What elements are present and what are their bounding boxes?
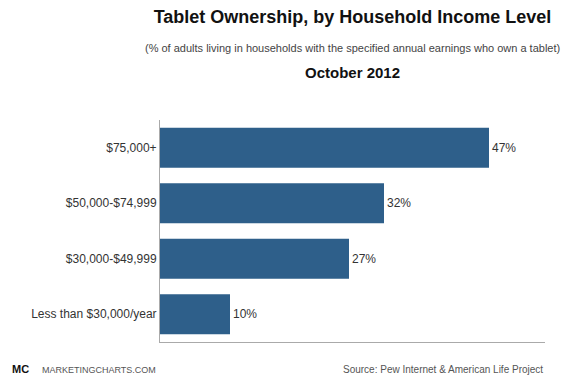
svg-text:MARKETINGCHARTS.COM: MARKETINGCHARTS.COM (42, 365, 156, 375)
svg-text:October 2012: October 2012 (305, 64, 400, 81)
svg-text:47%: 47% (492, 141, 516, 155)
svg-text:10%: 10% (233, 307, 257, 321)
svg-text:$30,000-$49,999: $30,000-$49,999 (66, 252, 157, 266)
svg-text:MC: MC (12, 363, 29, 375)
svg-text:$75,000+: $75,000+ (106, 141, 156, 155)
svg-text:Tablet Ownership, by Household: Tablet Ownership, by Household Income Le… (154, 7, 552, 27)
svg-text:Less than $30,000/year: Less than $30,000/year (31, 307, 156, 321)
svg-text:(% of adults living in househo: (% of adults living in households with t… (145, 42, 560, 54)
svg-text:32%: 32% (387, 196, 411, 210)
svg-text:27%: 27% (352, 252, 376, 266)
svg-text:$50,000-$74,999: $50,000-$74,999 (66, 196, 157, 210)
svg-text:Source: Pew Internet & America: Source: Pew Internet & American Life Pro… (343, 364, 543, 375)
